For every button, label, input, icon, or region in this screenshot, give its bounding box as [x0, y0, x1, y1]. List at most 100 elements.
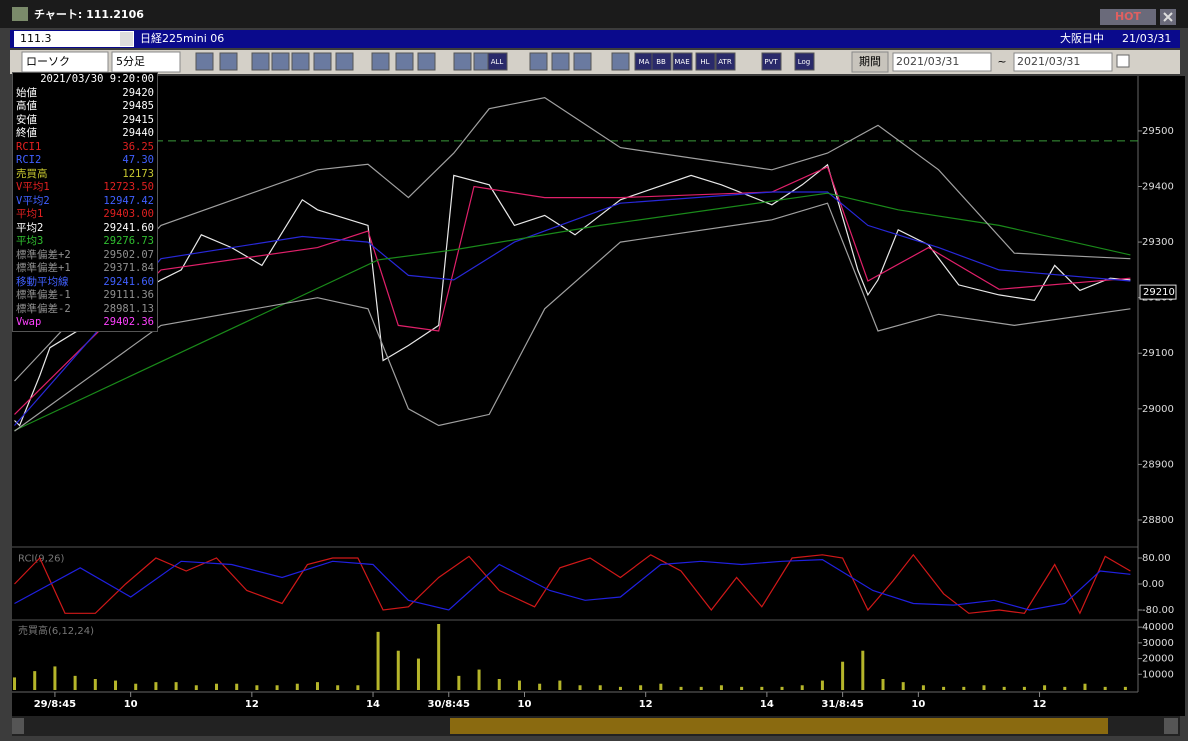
info-value: 29440 — [122, 127, 154, 139]
info-row: RCI1 36.25 — [13, 141, 157, 155]
toolbar-button[interactable] — [761, 52, 782, 71]
y-tick-label: 30000 — [1142, 638, 1174, 649]
info-value: 29502.07 — [103, 248, 154, 261]
checkbox[interactable] — [1116, 54, 1130, 68]
info-value: 29241.60 — [103, 275, 154, 288]
info-value: 28981.13 — [103, 302, 154, 315]
info-label: 安値 — [16, 113, 37, 126]
toolbar-button[interactable] — [715, 52, 736, 71]
volume-bar — [174, 682, 178, 690]
panel-title: 売買高(6,12,24) — [18, 624, 94, 637]
volume-bar — [780, 686, 784, 690]
y-tick-label: 29500 — [1142, 126, 1174, 137]
to-date: 2021/03/31 — [1017, 55, 1080, 68]
volume-bar — [416, 658, 420, 690]
toolbar-button[interactable] — [487, 52, 508, 71]
volume-bar — [1063, 686, 1067, 690]
last-price-box — [1139, 284, 1177, 300]
chart-type: ローソク — [26, 55, 70, 68]
volume-bar — [235, 683, 239, 690]
series-line — [14, 191, 1131, 426]
from-date-field[interactable] — [892, 52, 992, 72]
info-row: Vwap 29402.36 — [13, 316, 157, 330]
volume-bar — [1002, 686, 1006, 690]
info-label: 売買高 — [16, 167, 48, 180]
info-row: 始値 29420 — [13, 87, 157, 101]
panel-title: RCI(9,26) — [18, 554, 65, 565]
toolbar-button[interactable] — [695, 52, 716, 71]
info-value: 29403.00 — [103, 208, 154, 220]
volume-bar — [659, 683, 663, 690]
volume-bar — [982, 685, 986, 690]
info-value: 36.25 — [122, 140, 154, 153]
volume-bar — [1103, 686, 1107, 690]
x-tick-label: 14 — [366, 699, 380, 710]
close-icon — [1163, 12, 1173, 22]
toolbar-button-label: ALL — [491, 58, 504, 66]
info-label: 平均2 — [16, 221, 44, 234]
info-row: 安値 29415 — [13, 114, 157, 128]
code-combo[interactable] — [14, 31, 134, 47]
volume-bar — [154, 682, 158, 690]
volume-bar — [942, 686, 946, 690]
info-label: 移動平均線 — [16, 275, 69, 288]
x-tick-label: 29/8:45 — [34, 699, 76, 710]
toolbar-button-label: HL — [700, 58, 709, 66]
instrument: 日経225mini 06 — [140, 32, 224, 45]
info-row: 終値 29440 — [13, 127, 157, 141]
hot-button[interactable] — [1100, 9, 1156, 25]
scroll-left[interactable] — [12, 718, 24, 734]
info-value: 12173 — [122, 167, 154, 180]
separator: ~ — [997, 55, 1006, 68]
series-line — [14, 166, 1131, 415]
toolbar-icon — [291, 52, 310, 71]
info-label: RCI1 — [16, 140, 42, 153]
info-row: RCI2 47.30 — [13, 154, 157, 168]
toolbar-icon — [417, 52, 436, 71]
x-tick-label: 30/8:45 — [428, 699, 470, 710]
volume-bar — [295, 683, 299, 690]
volume-bar — [376, 631, 380, 690]
scroll-thumb[interactable] — [450, 718, 1108, 734]
title-bar — [0, 0, 1188, 28]
header-date: 21/03/31 — [1122, 32, 1171, 45]
info-value: 29241.60 — [103, 221, 154, 234]
volume-bar — [921, 685, 925, 690]
toolbar-button-label: MAE — [674, 58, 689, 66]
volume-bar — [861, 650, 865, 690]
toolbar-button[interactable] — [672, 52, 693, 71]
toolbar-button-label: BB — [656, 58, 666, 66]
volume-bar — [679, 686, 683, 690]
volume-bar — [1123, 686, 1127, 690]
toolbar-icon — [251, 52, 270, 71]
to-date-field[interactable] — [1013, 52, 1113, 72]
x-tick-label: 31/8:45 — [821, 699, 863, 710]
hot-label: HOT — [1115, 10, 1142, 23]
info-label: 標準偏差-1 — [16, 289, 71, 301]
session: 大阪日中 — [1060, 31, 1104, 45]
window-title: チャート: 111.2106 — [34, 8, 144, 21]
info-row: 売買高 12173 — [13, 168, 157, 182]
toolbar-icon — [611, 52, 630, 71]
volume-bar — [214, 683, 218, 690]
x-tick-label: 10 — [911, 699, 925, 710]
volume-bar — [558, 680, 562, 690]
volume-bar — [53, 666, 57, 690]
volume-bar — [396, 650, 400, 690]
y-tick-label: 29400 — [1142, 181, 1174, 192]
toolbar-button[interactable] — [794, 52, 815, 71]
toolbar-button[interactable] — [651, 52, 672, 71]
volume-bar — [336, 685, 340, 690]
period-button[interactable] — [851, 51, 889, 73]
from-date: 2021/03/31 — [896, 55, 959, 68]
info-label: V平均1 — [16, 181, 50, 193]
volume-bar — [699, 686, 703, 690]
x-tick-label: 12 — [1033, 699, 1047, 710]
scroll-right[interactable] — [1164, 718, 1178, 734]
toolbar-button-label: MA — [639, 58, 650, 66]
y-tick-label: 28800 — [1142, 515, 1174, 526]
combo-arrow[interactable] — [120, 32, 133, 46]
toolbar-icon — [271, 52, 290, 71]
volume-bar — [275, 685, 279, 690]
